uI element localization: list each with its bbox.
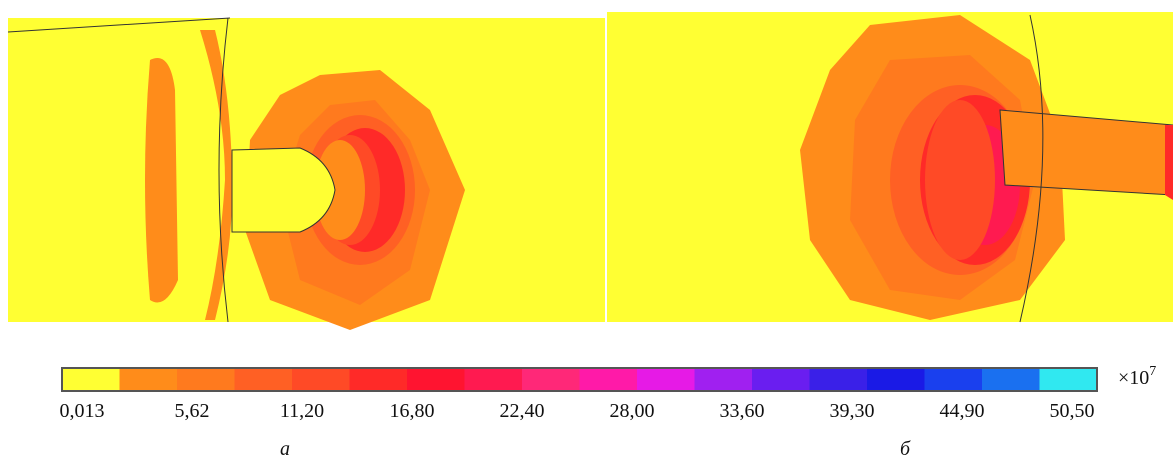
colorbar-segment: [637, 368, 695, 391]
colorbar-segment: [752, 368, 810, 391]
colorbar-segment: [1040, 368, 1098, 391]
panel-a-image: [8, 18, 605, 330]
colorbar-label: 44,90: [940, 400, 985, 422]
colorbar-segment: [925, 368, 983, 391]
colorbar-segment: [465, 368, 523, 391]
colorbar-segment: [235, 368, 293, 391]
multiplier-base: ×10: [1118, 367, 1149, 389]
colorbar-segment: [120, 368, 178, 391]
colorbar-label: 33,60: [720, 400, 765, 422]
colorbar-segment: [407, 368, 465, 391]
panel-b-image: [607, 12, 1173, 322]
colorbar-label: 50,50: [1050, 400, 1095, 422]
colorbar-label: 22,40: [500, 400, 545, 422]
colorbar-segment: [62, 368, 120, 391]
colorbar-label: 39,30: [830, 400, 875, 422]
colorbar-segment: [522, 368, 580, 391]
colorbar-label: 16,80: [390, 400, 435, 422]
colorbar: [62, 368, 1098, 391]
colorbar-segment: [810, 368, 868, 391]
colorbar-label: 5,62: [175, 400, 210, 422]
colorbar-segment: [982, 368, 1040, 391]
colorbar-label: 11,20: [280, 400, 324, 422]
panel-label: б: [900, 438, 911, 460]
multiplier-exponent: 7: [1149, 364, 1156, 379]
colorbar-label: 0,013: [60, 400, 105, 422]
colorbar-segment: [695, 368, 753, 391]
colorbar-segment: [580, 368, 638, 391]
colorbar-segment: [867, 368, 925, 391]
colorbar-label: 28,00: [610, 400, 655, 422]
colorbar-segment: [177, 368, 235, 391]
panel-label: а: [280, 438, 290, 460]
colorbar-segment: [292, 368, 350, 391]
figure: ×107 а б 0,013 5,62 11,20 16,80 22,40 28,00 33…: [0, 0, 1173, 462]
multiplier: ×107: [1118, 364, 1156, 389]
colorbar-segment: [350, 368, 408, 391]
